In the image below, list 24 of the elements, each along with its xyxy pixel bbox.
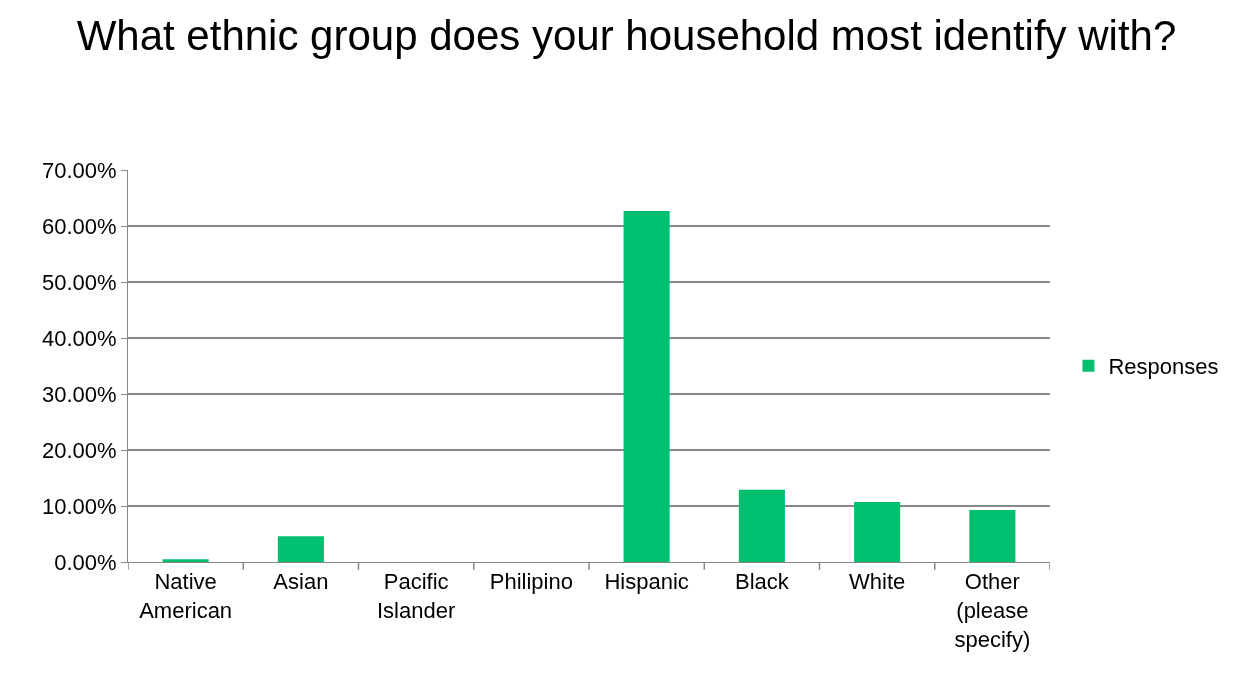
x-tick-label: Asian xyxy=(273,569,329,595)
bar xyxy=(277,536,324,562)
bar xyxy=(738,489,785,562)
bar xyxy=(162,559,209,562)
x-tick-label: Native American xyxy=(139,569,233,623)
chart-title: What ethnic group does your household most identify with? xyxy=(76,12,1177,60)
bar xyxy=(854,502,901,562)
bar xyxy=(623,210,670,562)
x-tick-label: Other (please specify) xyxy=(954,569,1031,652)
y-tick-label: 20.00% xyxy=(41,437,117,463)
x-tick-label: White xyxy=(849,569,906,595)
y-tick-label: 70.00% xyxy=(41,157,117,183)
x-tick-label: Hispanic xyxy=(604,569,689,595)
y-tick-label: 50.00% xyxy=(41,269,117,295)
y-tick-label: 0.00% xyxy=(54,549,117,575)
y-tick-label: 10.00% xyxy=(41,493,117,519)
x-tick-label: Pacific Islander xyxy=(376,569,456,623)
legend-label: Responses xyxy=(1108,354,1219,380)
x-tick-label: Philipino xyxy=(489,569,573,595)
y-tick-label: 40.00% xyxy=(41,325,117,351)
y-tick-label: 60.00% xyxy=(41,213,117,239)
bar xyxy=(969,509,1016,562)
y-tick-label: 30.00% xyxy=(41,381,117,407)
x-tick-label: Black xyxy=(734,569,790,595)
